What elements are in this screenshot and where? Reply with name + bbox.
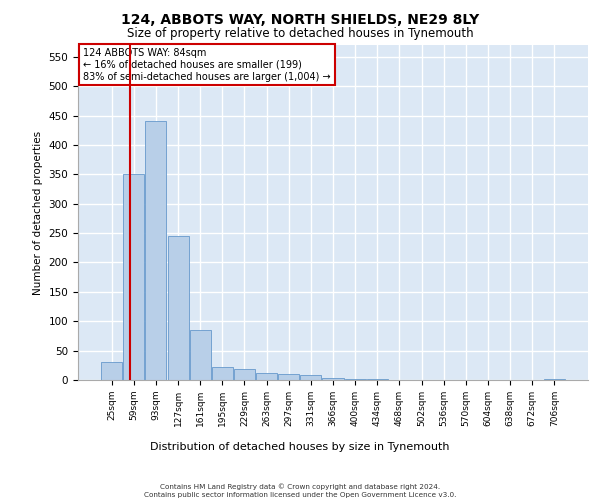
Bar [124, 174, 145, 380]
Text: Contains HM Land Registry data © Crown copyright and database right 2024.
Contai: Contains HM Land Registry data © Crown c… [144, 484, 456, 498]
Bar [190, 330, 211, 380]
Y-axis label: Number of detached properties: Number of detached properties [33, 130, 43, 294]
Bar [101, 362, 122, 380]
Bar [544, 379, 565, 380]
Bar [256, 373, 277, 380]
Text: 124, ABBOTS WAY, NORTH SHIELDS, NE29 8LY: 124, ABBOTS WAY, NORTH SHIELDS, NE29 8LY [121, 12, 479, 26]
Bar [301, 376, 322, 380]
Bar [167, 236, 188, 380]
Bar [234, 370, 255, 380]
Bar [212, 367, 233, 380]
Text: Size of property relative to detached houses in Tynemouth: Size of property relative to detached ho… [127, 28, 473, 40]
Text: 124 ABBOTS WAY: 84sqm
← 16% of detached houses are smaller (199)
83% of semi-det: 124 ABBOTS WAY: 84sqm ← 16% of detached … [83, 48, 331, 82]
Bar [145, 122, 166, 380]
Bar [322, 378, 344, 380]
Bar [278, 374, 299, 380]
Text: Distribution of detached houses by size in Tynemouth: Distribution of detached houses by size … [150, 442, 450, 452]
